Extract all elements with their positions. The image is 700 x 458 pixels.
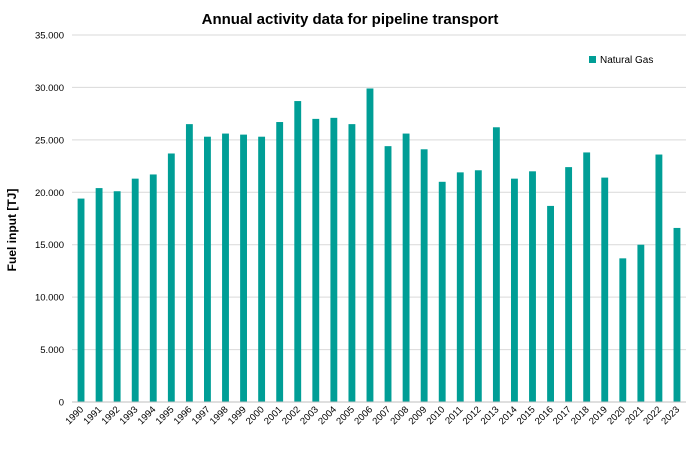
bar-1997 (204, 136, 211, 402)
legend-label-natural-gas: Natural Gas (600, 55, 653, 66)
x-tick-label: 1995 (154, 404, 177, 427)
x-tick-label: 2008 (388, 404, 411, 427)
x-tick-label: 1993 (118, 404, 141, 427)
x-tick-label: 2010 (425, 404, 448, 427)
x-tick-label: 2011 (443, 404, 465, 426)
bar-2016 (547, 205, 554, 402)
bar-1996 (185, 124, 193, 402)
bar-2010 (438, 181, 446, 402)
x-tick-label: 2023 (659, 404, 682, 427)
bar-2019 (601, 177, 609, 402)
bar-2006 (366, 88, 374, 402)
x-tick-label: 2018 (569, 404, 592, 427)
x-tick-label: 2022 (641, 404, 664, 427)
x-tick-label: 1992 (100, 404, 123, 427)
x-tick-label: 2013 (479, 404, 502, 427)
legend: Natural Gas (589, 55, 653, 66)
bar-2008 (402, 133, 410, 402)
bar-1991 (95, 188, 103, 402)
bar-1992 (113, 191, 121, 402)
bar-2012 (474, 170, 482, 402)
bar-2003 (312, 118, 320, 402)
x-tick-label: 2020 (605, 404, 628, 427)
y-tick-label: 5.000 (40, 345, 64, 356)
bar-2002 (294, 101, 302, 402)
bar-2023 (673, 227, 681, 402)
y-axis-ticks: 0 5.000 10.000 15.000 20.000 25.000 30.000 35.0… (35, 31, 64, 409)
bar-1993 (131, 178, 139, 402)
x-tick-label: 2012 (461, 404, 484, 427)
gridlines (72, 34, 686, 403)
x-tick-label: 2002 (280, 404, 303, 427)
x-tick-label: 1999 (226, 404, 249, 427)
x-tick-label: 2016 (533, 404, 556, 427)
x-tick-label: 2015 (515, 404, 538, 427)
x-tick-label: 2021 (623, 404, 646, 427)
legend-swatch-natural-gas (589, 56, 596, 63)
bar-1995 (167, 153, 175, 402)
bar-2021 (637, 244, 645, 402)
y-tick-label: 20.000 (35, 188, 64, 199)
x-tick-label: 1991 (81, 404, 104, 427)
bar-2009 (420, 149, 428, 402)
bar-2013 (492, 127, 500, 402)
bar-2014 (511, 178, 518, 402)
y-tick-label: 10.000 (35, 293, 64, 304)
bar-2007 (384, 146, 392, 402)
x-tick-label: 2007 (370, 404, 393, 427)
x-tick-label: 1998 (208, 404, 231, 427)
x-tick-label: 2000 (244, 404, 267, 427)
x-tick-label: 2019 (587, 404, 610, 427)
bar-2017 (565, 167, 573, 402)
y-tick-label: 35.000 (35, 31, 64, 42)
y-axis-label: Fuel input [TJ] (5, 189, 19, 272)
x-axis-ticks: 1990199119921993199419951996199719981999… (63, 404, 682, 427)
x-tick-label: 2017 (551, 404, 574, 427)
x-tick-label: 2005 (334, 404, 357, 427)
bar-2005 (348, 124, 356, 402)
x-tick-label: 2006 (352, 404, 375, 427)
bar-2004 (330, 117, 338, 402)
y-tick-label: 0 (59, 398, 64, 409)
x-tick-label: 2009 (407, 404, 430, 427)
bar-1999 (240, 134, 247, 402)
bar-2018 (583, 152, 591, 402)
bars (77, 88, 681, 402)
x-tick-label: 2004 (316, 404, 339, 427)
x-tick-label: 1994 (136, 404, 159, 427)
bar-2011 (456, 172, 464, 402)
bar-2000 (258, 136, 266, 402)
x-tick-label: 2001 (262, 404, 285, 427)
chart-title: Annual activity data for pipeline transp… (202, 11, 499, 28)
bar-2020 (619, 258, 627, 402)
bar-1998 (222, 133, 229, 402)
bar-1990 (77, 198, 85, 402)
x-tick-label: 1990 (63, 404, 86, 427)
y-tick-label: 25.000 (35, 135, 64, 146)
bar-2022 (655, 154, 663, 402)
x-tick-label: 2014 (497, 404, 520, 427)
bar-2015 (529, 171, 536, 402)
bar-2001 (276, 122, 284, 402)
x-tick-label: 2003 (298, 404, 321, 427)
y-tick-label: 30.000 (35, 83, 64, 94)
bar-1994 (149, 174, 157, 402)
x-tick-label: 1997 (190, 404, 213, 427)
y-tick-label: 15.000 (35, 240, 64, 251)
x-tick-label: 1996 (172, 404, 195, 427)
